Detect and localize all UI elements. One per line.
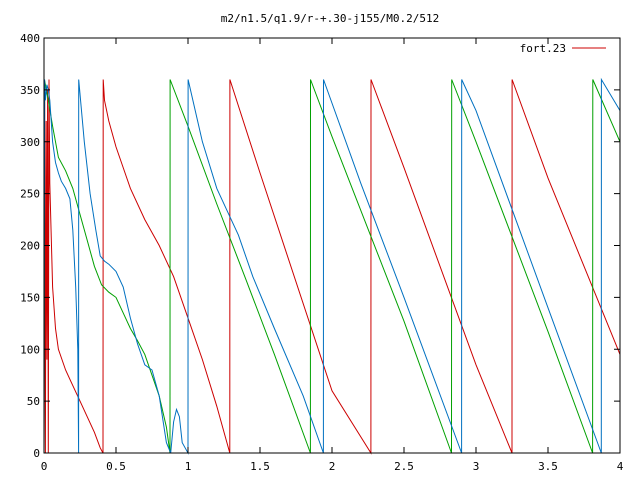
x-tick-label: 1: [185, 460, 192, 473]
plot-frame: [43, 37, 621, 454]
series-line-3: [43, 77, 621, 455]
y-tick-label: 150: [20, 291, 40, 304]
y-tick-label: 250: [20, 188, 40, 201]
x-tick-label: 2.5: [394, 460, 414, 473]
series-line-2: [43, 79, 621, 454]
x-tick-label: 0.5: [106, 460, 126, 473]
x-tick-label: 1.5: [250, 460, 270, 473]
y-tick-label: 100: [20, 343, 40, 356]
y-tick-label: 200: [20, 240, 40, 253]
y-tick-label: 400: [20, 32, 40, 45]
x-tick-label: 3: [473, 460, 480, 473]
y-tick-label: 50: [27, 395, 40, 408]
y-tick-label: 300: [20, 136, 40, 149]
series-layer: [43, 77, 621, 455]
x-tick-label: 2: [329, 460, 336, 473]
y-tick-label: 350: [20, 84, 40, 97]
x-tick-label: 3.5: [538, 460, 558, 473]
y-tick-label: 0: [33, 447, 40, 460]
x-tick-label: 4: [617, 460, 624, 473]
ticks-layer: 0 0.5 1 1.5 2 2.5 3 3.5 4 0 50 100 150 200 250 300 350 40…: [20, 32, 624, 473]
legend: fort.23: [520, 42, 606, 55]
chart-title: m2/n1.5/q1.9/r-+.30-j155/M0.2/512: [221, 12, 440, 25]
x-tick-label: 0: [41, 460, 48, 473]
legend-label: fort.23: [520, 42, 566, 55]
